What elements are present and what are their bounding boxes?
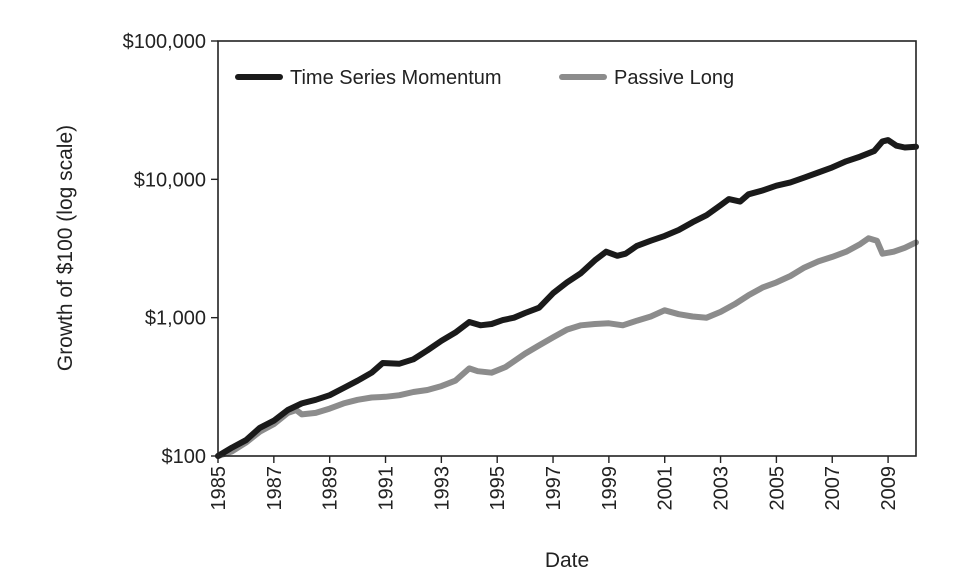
x-tick-label: 1987 xyxy=(264,466,286,511)
x-axis-title: Date xyxy=(545,549,589,572)
y-tick-label: $10,000 xyxy=(134,169,206,191)
y-axis-title: Growth of $100 (log scale) xyxy=(54,125,77,371)
x-tick-label: 2005 xyxy=(766,466,788,511)
x-tick-label: 2001 xyxy=(655,466,677,511)
legend-label-passive: Passive Long xyxy=(614,67,734,89)
legend: Time Series Momentum Passive Long xyxy=(235,67,734,89)
series-line-time-series-momentum xyxy=(215,137,919,459)
y-axis: $100 $1,000 $10,000 $100,000 xyxy=(123,31,218,468)
x-tick-label: 1989 xyxy=(320,466,342,511)
y-tick-label: $100,000 xyxy=(123,31,206,53)
plot-lines xyxy=(215,137,919,459)
series-line-passive-long xyxy=(215,235,919,459)
x-tick-label: 1999 xyxy=(599,466,621,511)
x-tick-label: 1997 xyxy=(543,466,565,511)
plot-frame xyxy=(217,40,917,457)
x-tick-label: 1995 xyxy=(487,466,509,511)
x-tick-label: 1991 xyxy=(376,466,398,511)
legend-label-momentum: Time Series Momentum xyxy=(290,67,502,89)
y-tick-label: $1,000 xyxy=(145,308,206,330)
x-tick-label: 2009 xyxy=(878,466,900,511)
x-axis: 1985 1987 1989 1991 1993 1995 1997 1999 2001 2003… xyxy=(208,456,900,511)
x-tick-label: 2007 xyxy=(822,466,844,511)
y-tick-label: $100 xyxy=(162,446,207,468)
x-tick-label: 1993 xyxy=(431,466,453,511)
x-tick-label: 1985 xyxy=(208,466,230,511)
x-tick-label: 2003 xyxy=(711,466,733,511)
